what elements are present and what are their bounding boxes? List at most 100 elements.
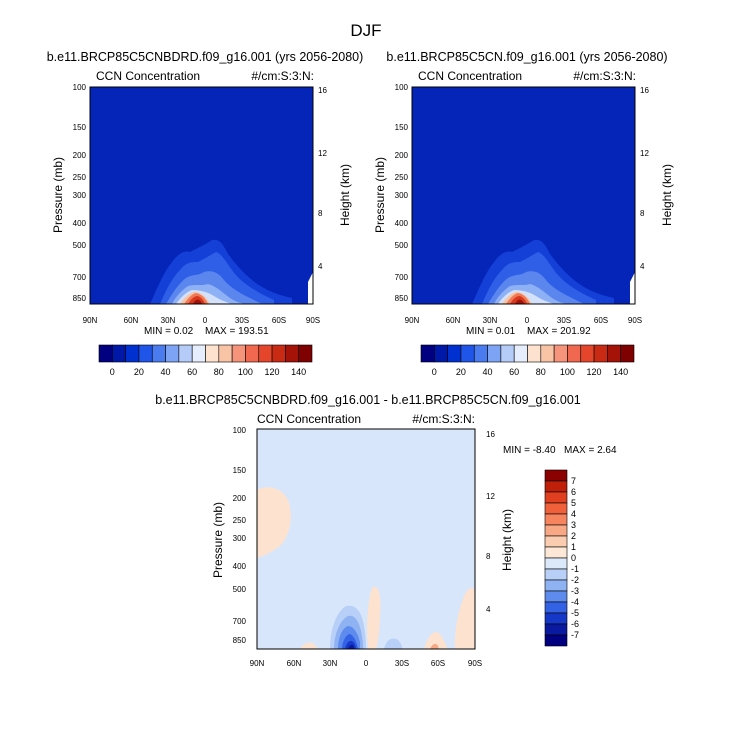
colorbar-swatch	[245, 344, 260, 363]
panel-3-x-tick: 30N	[323, 659, 338, 668]
colorbar-label: 5	[571, 498, 576, 508]
panel-2-right-label: #/cm:S:3:N:	[573, 69, 636, 83]
panel-3-y-tick: 250	[233, 516, 247, 525]
panel-3-max: MAX = 2.64	[564, 445, 617, 456]
panel-2-x-tick: 90S	[628, 316, 642, 325]
panel-3-x-tick: 90S	[468, 659, 482, 668]
panel-1-x-tick: 30N	[161, 316, 176, 325]
panel-2-y-ticks: 100 150 200 250 300 400 500 700 850	[395, 83, 409, 303]
colorbar-label: 20	[456, 367, 466, 377]
colorbar-swatch	[544, 579, 568, 592]
panel-1-right-label: #/cm:S:3:N:	[251, 69, 314, 83]
panel-2-x-tick: 30S	[557, 316, 571, 325]
panel-2-y2-ticks: 16 12 8 4	[640, 86, 649, 271]
colorbar-swatch	[285, 344, 299, 363]
panel-1-y2-tick: 8	[318, 209, 323, 218]
panel-3-y-tick: 150	[233, 466, 247, 475]
colorbar-label: 0	[110, 367, 115, 377]
panel-1-y-tick: 700	[73, 273, 87, 282]
colorbar-swatch	[231, 344, 246, 363]
colorbar-swatch	[544, 590, 568, 603]
colorbar-label: 7	[571, 476, 576, 486]
panel-3-y-tick: 100	[233, 426, 247, 435]
panel-3-min: MIN = -8.40	[503, 445, 556, 456]
panel-3-y-tick: 200	[233, 494, 247, 503]
panel-1-x-tick: 60S	[272, 316, 286, 325]
panel-2-y2-tick: 4	[640, 262, 645, 271]
panel-3-y-ticks: 100 150 200 250 300 400 500 700 850	[233, 426, 247, 645]
panel-1-x-tick: 30S	[235, 316, 249, 325]
panel-2-frame	[411, 86, 636, 305]
colorbar-label: 3	[571, 520, 576, 530]
colorbar-swatch	[567, 344, 582, 363]
colorbar-swatch	[98, 344, 113, 363]
panel-1-y-tick: 250	[73, 173, 87, 182]
colorbar-label: 60	[509, 367, 519, 377]
panel-3-anomalies	[257, 487, 475, 649]
panel-3-y-tick: 850	[233, 636, 247, 645]
panel-1-x-tick: 0	[203, 316, 208, 325]
panel-2-y-tick: 400	[395, 219, 409, 228]
panel-1-y-tick: 850	[73, 294, 87, 303]
colorbar-swatch	[544, 480, 568, 493]
panel-2-y2-label: Height (km)	[660, 164, 674, 226]
colorbar-swatch	[544, 513, 568, 526]
panel-3-right-label: #/cm:S:3:N:	[412, 412, 475, 426]
colorbar-label: 120	[587, 367, 602, 377]
colorbar-label: -4	[571, 597, 579, 607]
colorbar-label: 120	[265, 367, 280, 377]
panel-3-y2-tick: 8	[486, 552, 491, 561]
panel-3-frame	[256, 428, 476, 650]
colorbar-swatch	[487, 344, 502, 363]
colorbar-swatch	[544, 568, 568, 581]
colorbar-label: 20	[134, 367, 144, 377]
panel-1-plume	[150, 239, 313, 304]
panel-1-y2-ticks: 16 12 8 4	[318, 86, 327, 271]
panel-2-y-tick: 850	[395, 294, 409, 303]
panel-1-y2-label: Height (km)	[338, 164, 352, 226]
panel-1-y-tick: 100	[73, 83, 87, 92]
colorbar-swatch	[460, 344, 475, 363]
colorbar-label: 40	[483, 367, 493, 377]
colorbar-swatch	[544, 557, 568, 570]
colorbar-label: -1	[571, 564, 579, 574]
panel-2-x-tick: 0	[525, 316, 530, 325]
colorbar-label: -2	[571, 575, 579, 585]
panel-1-x-tick: 90S	[306, 316, 320, 325]
colorbar-swatch	[544, 623, 568, 636]
colorbar-swatch	[544, 634, 568, 647]
panel-1-x-tick: 90N	[83, 316, 98, 325]
colorbar-label: -6	[571, 619, 579, 629]
colorbar-swatch	[544, 535, 568, 548]
panel-2-y-tick: 300	[395, 191, 409, 200]
colorbar-swatch	[165, 344, 180, 363]
panel-3-x-ticks: 90N 60N 30N 0 30S 60S 90S	[250, 659, 482, 668]
colorbar-label: 80	[536, 367, 546, 377]
colorbar-swatch	[218, 344, 233, 363]
colorbar-swatch	[527, 344, 542, 363]
colorbar-swatch	[544, 469, 568, 482]
colorbar-swatch	[544, 524, 568, 537]
panel-2-y-tick: 150	[395, 123, 409, 132]
panel-1-y-tick: 400	[73, 219, 87, 228]
colorbar-swatch	[544, 601, 568, 614]
panel-3-left-label: CCN Concentration	[257, 412, 361, 426]
colorbar-swatch	[620, 344, 635, 363]
panel-1-frame	[89, 86, 314, 305]
panel-3-title: b.e11.BRCP85C5CNBDRD.f09_g16.001 - b.e11…	[155, 393, 581, 407]
colorbar-swatch	[540, 344, 555, 363]
colorbar-swatch	[544, 612, 568, 625]
colorbar-swatch	[271, 344, 286, 363]
panel-1-x-ticks: 90N 60N 30N 0 30S 60S 90S	[83, 316, 320, 325]
panel-2-x-ticks: 90N 60N 30N 0 30S 60S 90S	[405, 316, 642, 325]
panel-1-x-tick: 60N	[124, 316, 139, 325]
colorbar-swatch	[298, 344, 313, 363]
panel-1-y-label: Pressure (mb)	[51, 157, 65, 233]
panel-2-plume	[472, 239, 635, 304]
colorbar-label: 60	[187, 367, 197, 377]
panel-2-y-tick: 200	[395, 151, 409, 160]
panel-2-x-tick: 90N	[405, 316, 420, 325]
panel-1-min: MIN = 0.02	[144, 326, 194, 337]
